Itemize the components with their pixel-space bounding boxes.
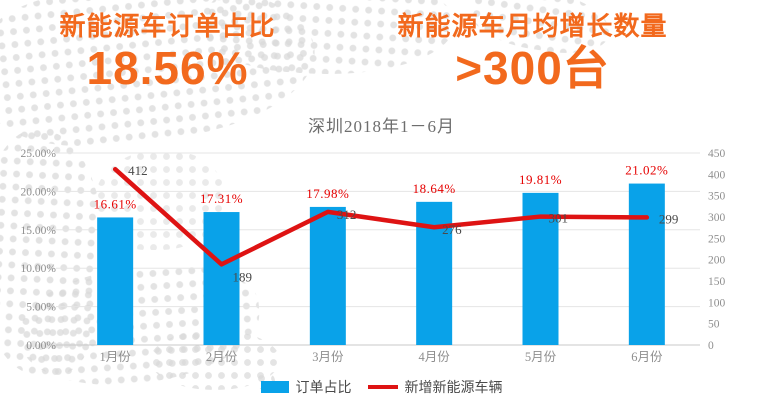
stat-monthly-growth-title: 新能源车月均增长数量 xyxy=(397,11,668,41)
stat-monthly-growth-value: >300台 xyxy=(455,41,610,94)
bar-swatch-icon xyxy=(260,381,289,393)
bar-2月份 xyxy=(203,212,240,345)
chart-title: 深圳2018年1－6月 xyxy=(308,117,455,136)
bar-value-label: 17.98% xyxy=(306,186,349,201)
left-axis-tick: 5.00% xyxy=(26,302,56,314)
x-axis-label: 1月份 xyxy=(100,350,132,364)
line-value-label: 276 xyxy=(442,222,462,237)
right-axis-tick: 400 xyxy=(708,169,726,181)
legend-label-line: 新增新能源车辆 xyxy=(404,381,503,396)
x-axis-label: 3月份 xyxy=(312,350,344,364)
x-axis-label: 4月份 xyxy=(419,350,451,364)
line-value-label: 299 xyxy=(659,211,679,226)
stat-order-share: 新能源车订单占比 18.56% xyxy=(35,11,300,94)
right-axis-tick: 150 xyxy=(708,276,726,288)
line-value-label: 301 xyxy=(549,211,569,226)
bar-value-label: 19.81% xyxy=(519,172,562,187)
bar-value-label: 21.02% xyxy=(625,163,668,178)
bar-3月份 xyxy=(309,206,346,345)
legend-item-bar: 订单占比 xyxy=(260,377,352,397)
left-axis-tick: 20.00% xyxy=(21,186,57,198)
left-axis-tick: 25.00% xyxy=(21,148,57,160)
chart-legend: 订单占比 新增新能源车辆 xyxy=(0,377,763,397)
bar-value-label: 18.64% xyxy=(413,181,456,196)
bar-value-label: 16.61% xyxy=(94,196,137,211)
x-axis-label: 5月份 xyxy=(525,350,557,364)
bar-6月份 xyxy=(628,183,665,345)
right-axis-tick: 300 xyxy=(708,212,726,224)
legend-label-bar: 订单占比 xyxy=(295,381,352,396)
left-axis-tick: 10.00% xyxy=(21,263,57,275)
line-value-label: 189 xyxy=(233,269,253,284)
line-swatch-icon xyxy=(367,385,398,389)
right-axis-tick: 350 xyxy=(708,191,726,203)
line-value-label: 412 xyxy=(128,163,148,178)
right-axis-tick: 100 xyxy=(708,297,726,309)
bar-1月份 xyxy=(97,217,134,345)
left-axis-tick: 0.00% xyxy=(26,340,56,352)
stat-order-share-value: 18.56% xyxy=(86,41,249,94)
trend-line xyxy=(112,166,650,267)
x-axis-label: 6月份 xyxy=(631,350,663,364)
left-axis-tick: 15.00% xyxy=(21,225,57,237)
right-axis-tick: 200 xyxy=(708,255,726,267)
right-axis-tick: 0 xyxy=(708,340,714,352)
x-axis-label: 2月份 xyxy=(206,350,238,364)
line-value-label: 312 xyxy=(337,207,357,222)
stat-monthly-growth: 新能源车月均增长数量 >300台 xyxy=(375,11,690,94)
right-axis-tick: 50 xyxy=(708,319,720,331)
stat-order-share-title: 新能源车订单占比 xyxy=(59,11,276,41)
right-axis-tick: 250 xyxy=(708,233,726,245)
right-axis-tick: 450 xyxy=(708,148,726,160)
legend-item-line: 新增新能源车辆 xyxy=(367,377,503,397)
bar-value-label: 17.31% xyxy=(200,191,243,206)
